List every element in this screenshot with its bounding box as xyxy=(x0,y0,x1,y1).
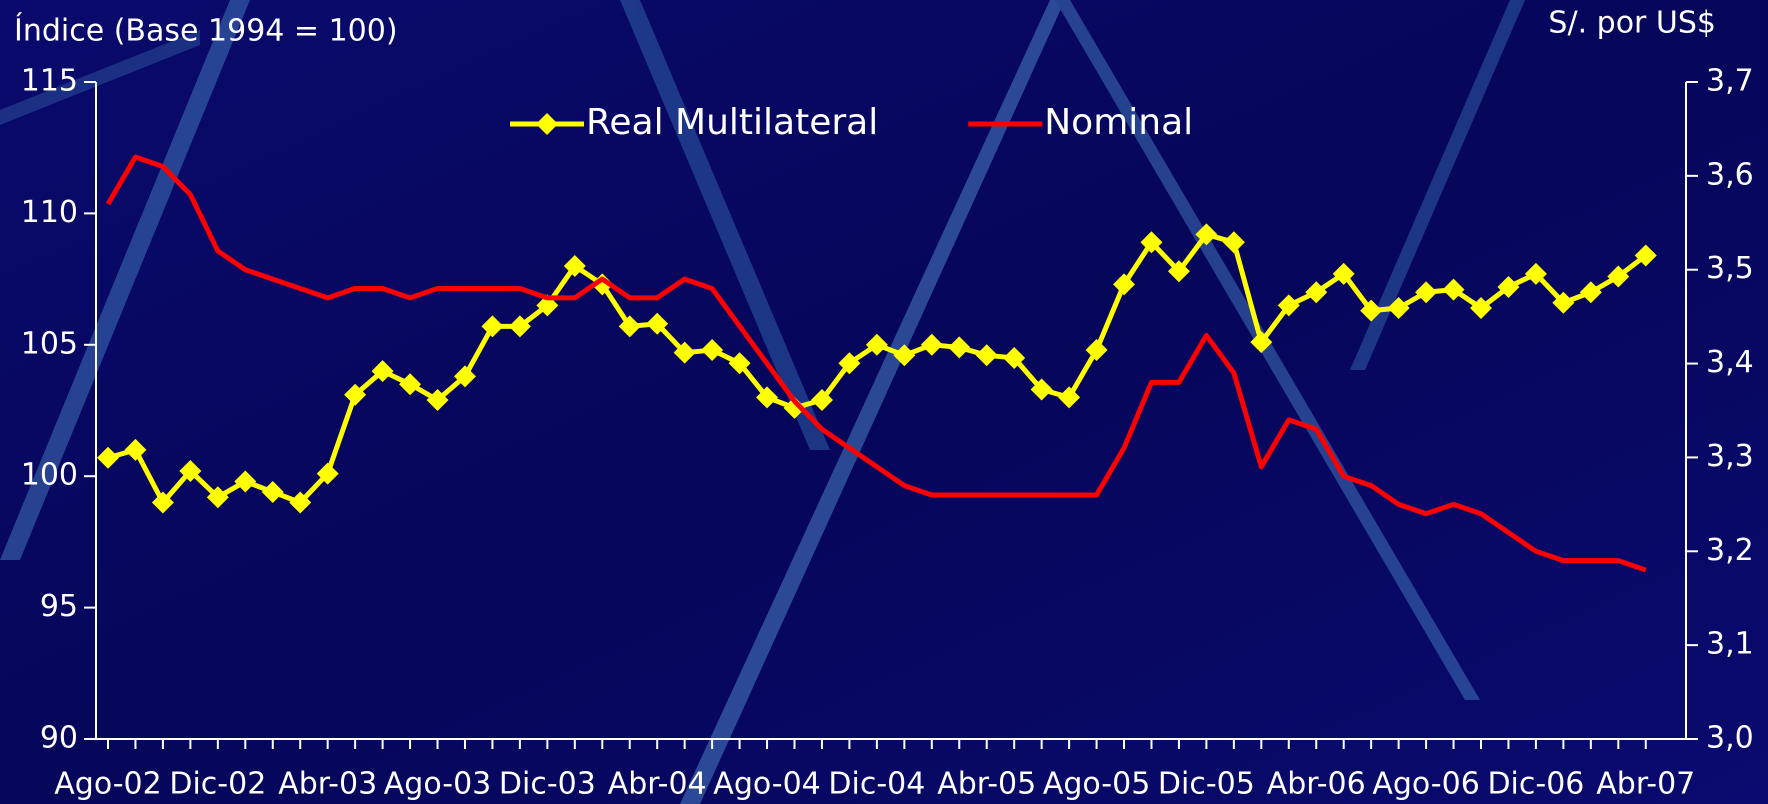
y2-tick-label: 3,3 xyxy=(1706,439,1754,474)
data-point xyxy=(728,352,751,375)
legend-marker xyxy=(536,113,558,135)
data-point xyxy=(1195,223,1218,246)
data-point xyxy=(1332,262,1355,285)
data-point xyxy=(1277,294,1300,317)
data-point xyxy=(206,486,229,509)
data-point xyxy=(1524,262,1547,285)
y-tick-label: 115 xyxy=(21,64,78,99)
y-tick-label: 105 xyxy=(21,326,78,361)
legend-label: Nominal xyxy=(1044,102,1193,143)
y2-tick-label: 3,6 xyxy=(1706,157,1754,192)
x-tick-label: Dic-06 xyxy=(1487,767,1584,802)
data-point xyxy=(948,336,971,359)
data-point xyxy=(508,315,531,338)
legend-label: Real Multilateral xyxy=(586,102,878,143)
data-point xyxy=(234,470,257,493)
data-point xyxy=(1497,275,1520,298)
data-point xyxy=(646,312,669,335)
y2-tick-label: 3,1 xyxy=(1706,627,1754,662)
data-point xyxy=(701,339,724,362)
y2-tick-label: 3,5 xyxy=(1706,251,1754,286)
data-point xyxy=(481,315,504,338)
data-point xyxy=(1085,339,1108,362)
data-point xyxy=(783,396,806,419)
data-point xyxy=(1387,297,1410,320)
x-tick-label: Abr-06 xyxy=(1267,767,1366,802)
data-point xyxy=(673,341,696,364)
x-tick-label: Abr-03 xyxy=(278,767,377,802)
data-point xyxy=(1415,281,1438,304)
x-tick-label: Ago-03 xyxy=(384,767,491,802)
data-point xyxy=(316,462,339,485)
data-point xyxy=(1058,386,1081,409)
x-tick-label: Ago-05 xyxy=(1043,767,1150,802)
y-tick-label: 95 xyxy=(40,589,78,624)
y2-axis-title: S/. por US$ xyxy=(1548,6,1716,41)
y2-tick-label: 3,0 xyxy=(1706,721,1754,756)
data-point xyxy=(975,344,998,367)
data-point xyxy=(371,360,394,383)
y-tick-label: 100 xyxy=(21,458,78,493)
data-point xyxy=(1579,281,1602,304)
y-axis-title: Índice (Base 1994 = 100) xyxy=(14,13,398,49)
data-point xyxy=(261,480,284,503)
data-point xyxy=(1167,260,1190,283)
x-tick-label: Dic-03 xyxy=(499,767,596,802)
data-point xyxy=(618,315,641,338)
x-tick-label: Abr-04 xyxy=(608,767,707,802)
data-point xyxy=(1305,281,1328,304)
data-point xyxy=(920,333,943,356)
data-point xyxy=(344,383,367,406)
data-point xyxy=(1360,299,1383,322)
y2-tick-label: 3,4 xyxy=(1706,345,1754,380)
x-tick-label: Ago-06 xyxy=(1372,767,1479,802)
data-point xyxy=(151,491,174,514)
data-point xyxy=(289,491,312,514)
data-point xyxy=(1552,291,1575,314)
data-point xyxy=(865,333,888,356)
data-point xyxy=(591,273,614,296)
series-line xyxy=(105,154,1647,573)
data-point xyxy=(893,344,916,367)
y-tick-label: 110 xyxy=(21,195,78,230)
x-tick-label: Abr-07 xyxy=(1596,767,1695,802)
data-point xyxy=(838,352,861,375)
data-point xyxy=(1250,331,1273,354)
data-point xyxy=(1607,265,1630,288)
data-point xyxy=(756,386,779,409)
x-tick-label: Dic-04 xyxy=(828,767,925,802)
data-point xyxy=(1030,378,1053,401)
data-point xyxy=(1222,231,1245,254)
data-point xyxy=(1470,297,1492,320)
y-tick-label: 90 xyxy=(40,721,78,756)
y2-tick-label: 3,7 xyxy=(1706,64,1754,99)
x-tick-label: Ago-02 xyxy=(54,767,161,802)
decoration xyxy=(0,0,1525,804)
data-point xyxy=(1442,278,1465,301)
data-point xyxy=(124,438,147,461)
data-point xyxy=(399,373,422,396)
y2-tick-label: 3,2 xyxy=(1706,533,1754,568)
x-tick-label: Dic-05 xyxy=(1158,767,1255,802)
x-tick-label: Dic-02 xyxy=(169,767,266,802)
data-point xyxy=(1113,273,1136,296)
data-point xyxy=(97,446,119,469)
data-point xyxy=(810,388,833,411)
data-point xyxy=(1140,231,1163,254)
data-point xyxy=(179,459,202,482)
data-point xyxy=(426,388,449,411)
data-point xyxy=(1634,244,1657,267)
data-point xyxy=(453,365,476,388)
x-tick-label: Abr-05 xyxy=(937,767,1036,802)
data-point xyxy=(563,254,586,277)
data-point xyxy=(1003,346,1026,369)
x-tick-label: Ago-04 xyxy=(713,767,820,802)
